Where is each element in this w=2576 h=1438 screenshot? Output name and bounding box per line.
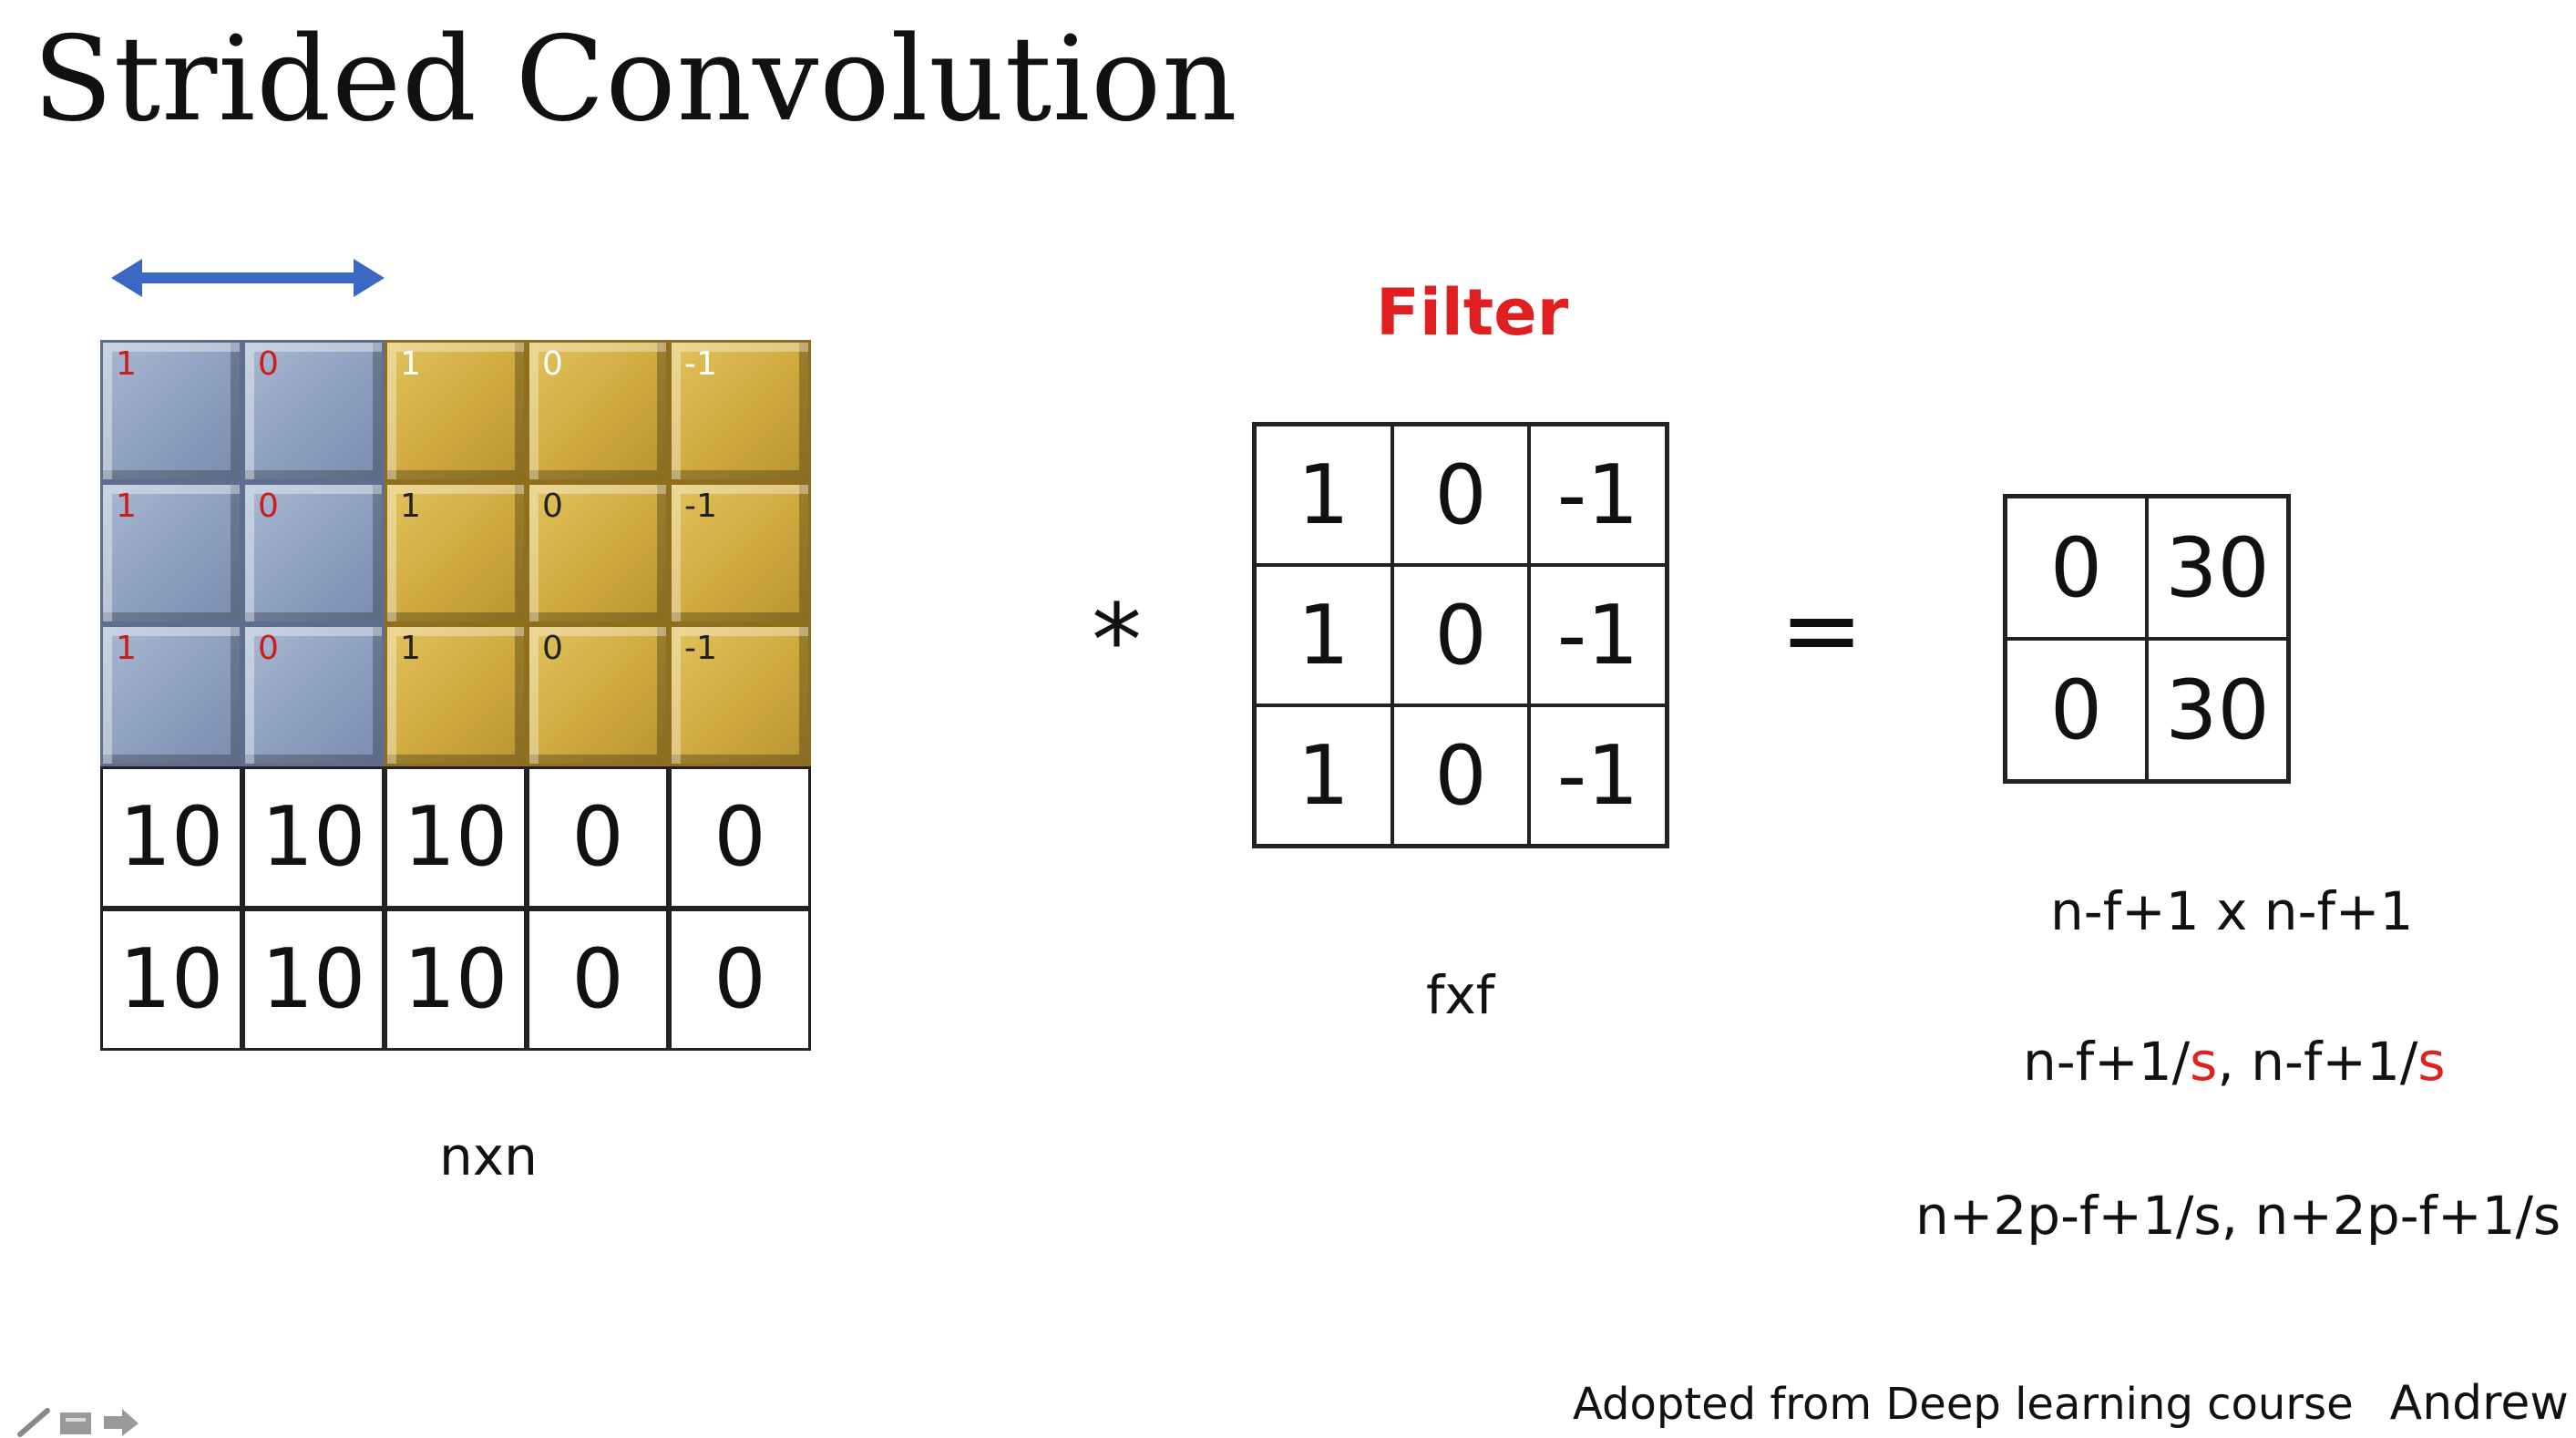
input-cell: 1 [100, 482, 242, 624]
author-name: Andrew Ng [2389, 1376, 2576, 1431]
input-cell: 0 [242, 624, 385, 766]
output-cell: 30 [2147, 497, 2288, 639]
pen-icon[interactable] [17, 1408, 50, 1437]
input-cell: -1 [669, 624, 811, 766]
filter-weight-overlay: -1 [684, 345, 717, 383]
input-cell: 0 [669, 909, 811, 1051]
filter-weight-overlay: 0 [542, 630, 563, 667]
formula-separator: , [2217, 1031, 2252, 1093]
input-matrix: 1 0 1 0 -1 1 0 1 0 -1 1 0 1 0 -1 10 10 10 0 0 10 10 10 0 0 [100, 340, 811, 1051]
input-value: 0 [713, 931, 766, 1027]
input-cell: 10 [385, 766, 527, 909]
input-cell: 0 [527, 624, 669, 766]
formula-part: n-f+1/ [2251, 1031, 2418, 1093]
input-cell: -1 [669, 340, 811, 482]
input-cell: 0 [527, 909, 669, 1051]
output-cell: 30 [2147, 639, 2288, 781]
filter-weight-overlay: 0 [542, 345, 563, 383]
output-size-formula: n-f+1 x n-f+1 [2050, 880, 2414, 942]
input-value: 10 [403, 789, 508, 885]
input-cell: 0 [527, 766, 669, 909]
filter-cell: -1 [1529, 425, 1667, 565]
filter-cell: 0 [1391, 705, 1530, 846]
input-value: 0 [571, 789, 624, 885]
input-cell: 10 [100, 909, 242, 1051]
input-cell: 0 [242, 482, 385, 624]
input-cell: 10 [242, 909, 385, 1051]
input-value: 10 [403, 931, 508, 1027]
filter-weight-overlay: 1 [116, 488, 137, 525]
presentation-controls[interactable] [0, 1405, 146, 1438]
filter-cell: -1 [1529, 565, 1667, 705]
filter-cell: 1 [1255, 705, 1392, 846]
filter-weight-overlay: -1 [684, 488, 717, 525]
filter-weight-overlay: 0 [258, 345, 279, 383]
output-matrix: 0 30 0 30 [2003, 494, 2291, 784]
next-slide-icon[interactable] [104, 1409, 139, 1436]
output-cell: 0 [2006, 639, 2147, 781]
credit-text: Adopted from Deep learning course [1573, 1379, 2354, 1430]
formula-part: n-f+1/ [2023, 1031, 2191, 1093]
input-value: 10 [118, 789, 224, 885]
filter-weight-overlay: 1 [116, 345, 137, 383]
filter-cell: 0 [1391, 565, 1530, 705]
input-cell: -1 [669, 482, 811, 624]
output-cell: 0 [2006, 497, 2147, 639]
filter-weight-overlay: 1 [400, 488, 421, 525]
input-cell: 1 [100, 624, 242, 766]
strided-output-size-formula: n-f+1/s, n-f+1/s [2023, 1031, 2446, 1093]
filter-cell: 0 [1391, 425, 1530, 565]
input-cell: 0 [242, 340, 385, 482]
equals-sign: = [1780, 571, 1864, 688]
slide-title: Strided Convolution [33, 12, 1238, 148]
input-cell: 1 [385, 624, 527, 766]
filter-size-caption: fxf [1426, 964, 1495, 1026]
filter-weight-overlay: 0 [542, 488, 563, 525]
input-size-caption: nxn [439, 1125, 538, 1187]
filter-weight-overlay: 1 [400, 345, 421, 383]
padded-strided-output-size-formula: n+2p-f+1/s, n+2p-f+1/s [1915, 1185, 2561, 1247]
filter-cell: -1 [1529, 705, 1667, 846]
input-cell: 1 [100, 340, 242, 482]
input-cell: 1 [385, 340, 527, 482]
filter-cell: 1 [1255, 565, 1392, 705]
input-value: 0 [571, 931, 624, 1027]
stride-symbol: s [2190, 1031, 2218, 1093]
stride-arrow-icon [111, 259, 385, 297]
filter-weight-overlay: 0 [258, 488, 279, 525]
input-cell: 1 [385, 482, 527, 624]
footer-credit: Adopted from Deep learning course Andrew … [1573, 1376, 2576, 1431]
filter-weight-overlay: 0 [258, 630, 279, 667]
input-value: 0 [713, 789, 766, 885]
input-cell: 10 [100, 766, 242, 909]
input-cell: 0 [527, 482, 669, 624]
filter-label: Filter [1376, 275, 1569, 350]
filter-weight-overlay: 1 [116, 630, 137, 667]
filter-weight-overlay: -1 [684, 630, 717, 667]
input-value: 10 [261, 789, 366, 885]
input-cell: 10 [385, 909, 527, 1051]
filter-cell: 1 [1255, 425, 1392, 565]
convolution-operator: * [1092, 582, 1142, 699]
input-cell: 0 [669, 766, 811, 909]
filter-weight-overlay: 1 [400, 630, 421, 667]
input-cell: 10 [242, 766, 385, 909]
input-value: 10 [261, 931, 366, 1027]
filter-matrix: 1 0 -1 1 0 -1 1 0 -1 [1252, 422, 1669, 848]
slide-menu-icon[interactable] [60, 1412, 91, 1434]
input-cell: 0 [527, 340, 669, 482]
stride-symbol: s [2417, 1031, 2446, 1093]
input-value: 10 [118, 931, 224, 1027]
